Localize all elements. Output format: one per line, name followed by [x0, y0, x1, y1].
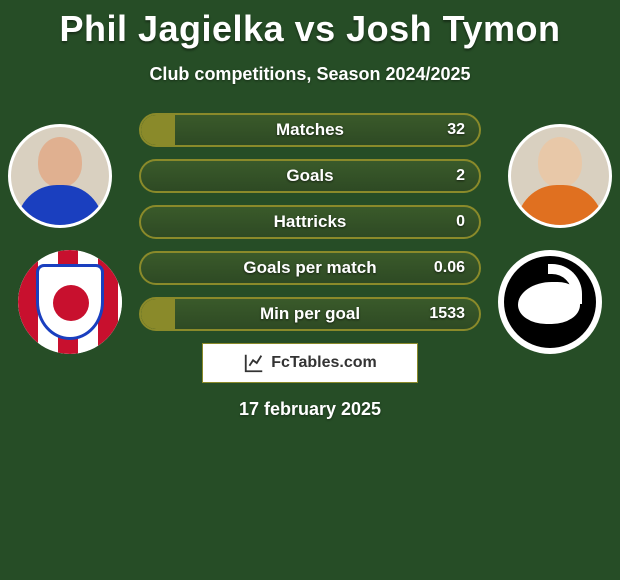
chart-icon	[243, 352, 265, 374]
stat-row: Goals 2	[139, 159, 481, 193]
page-title: Phil Jagielka vs Josh Tymon	[0, 0, 620, 50]
stat-label: Matches	[141, 115, 479, 145]
club-right-badge	[498, 250, 602, 354]
stat-value: 0	[456, 207, 465, 237]
stat-row: Goals per match 0.06	[139, 251, 481, 285]
date-label: 17 february 2025	[0, 399, 620, 420]
stat-label: Hattricks	[141, 207, 479, 237]
stat-value: 2	[456, 161, 465, 191]
club-left-badge	[18, 250, 122, 354]
stats-table: Matches 32 Goals 2 Hattricks 0 Goals per…	[139, 113, 481, 331]
stat-row: Min per goal 1533	[139, 297, 481, 331]
stat-value: 1533	[429, 299, 465, 329]
player-left-avatar	[8, 124, 112, 228]
stat-row: Matches 32	[139, 113, 481, 147]
stat-label: Goals per match	[141, 253, 479, 283]
player-right-avatar	[508, 124, 612, 228]
subtitle: Club competitions, Season 2024/2025	[0, 64, 620, 85]
stat-value: 0.06	[434, 253, 465, 283]
stat-label: Goals	[141, 161, 479, 191]
stat-row: Hattricks 0	[139, 205, 481, 239]
brand-text: FcTables.com	[271, 354, 377, 372]
stat-value: 32	[447, 115, 465, 145]
